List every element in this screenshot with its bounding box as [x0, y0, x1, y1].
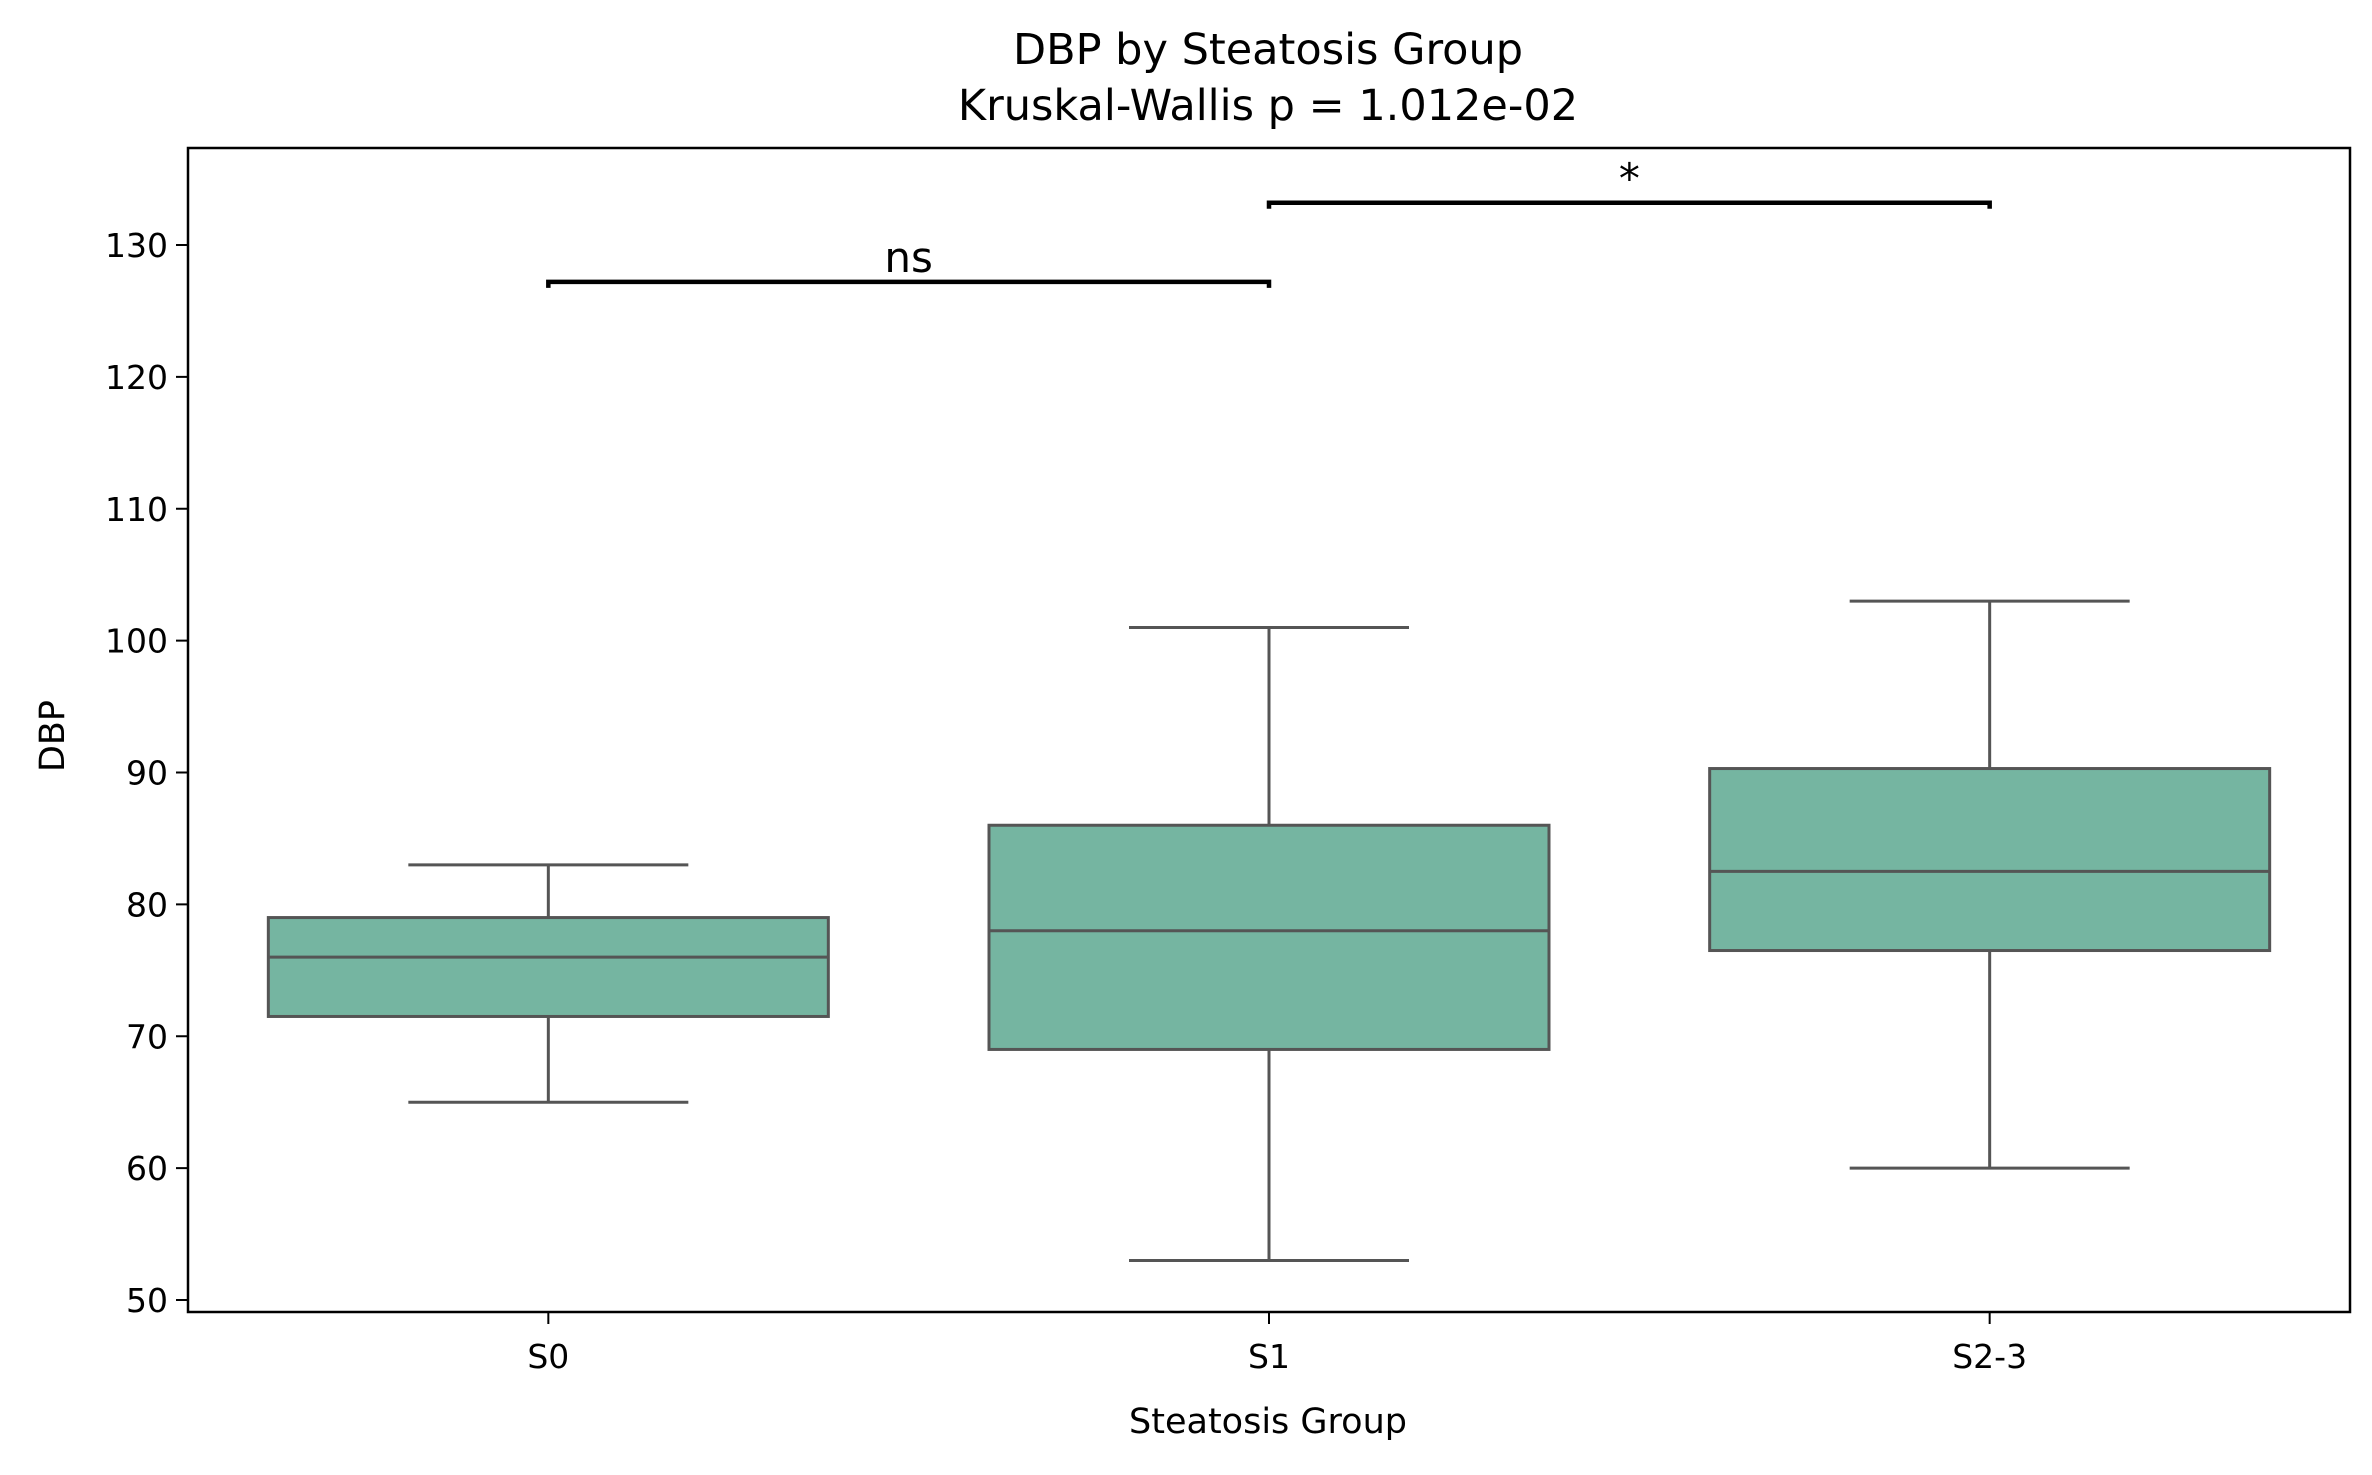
box-s0	[266, 916, 830, 1018]
y-tick-label-130: 130	[105, 226, 168, 265]
significance-bracket-1	[546, 279, 1272, 288]
box-s1	[987, 823, 1551, 1051]
y-tick-label-50: 50	[126, 1281, 168, 1320]
x-tick-label-s2-3: S2-3	[1952, 1337, 2027, 1376]
significance-bracket-2	[1266, 200, 1992, 209]
y-tick-label-90: 90	[126, 754, 168, 793]
chart-subtitle: Kruskal-Wallis p = 1.012e-02	[958, 81, 1578, 131]
chart-title: DBP by Steatosis Group	[1013, 25, 1523, 75]
plot-area: ns * 50 60 70 80 90 100 110 120 130 S0 S1 S2-3	[105, 146, 2352, 1376]
plot-frame	[186, 146, 2352, 1314]
box-s2-3	[1708, 767, 2272, 953]
x-tick-label-s1: S1	[1248, 1337, 1290, 1376]
significance-label-2: *	[1619, 154, 1640, 203]
significance-label-1: ns	[884, 233, 933, 282]
y-axis-label: DBP	[33, 700, 73, 772]
y-tick-label-70: 70	[126, 1017, 168, 1056]
y-tick-label-60: 60	[126, 1149, 168, 1188]
y-tick-label-120: 120	[105, 358, 168, 397]
x-axis-label: Steatosis Group	[1129, 1402, 1407, 1442]
x-tick-label-s0: S0	[527, 1337, 569, 1376]
y-tick-label-110: 110	[105, 490, 168, 529]
y-tick-label-100: 100	[105, 622, 168, 661]
y-tick-label-80: 80	[126, 885, 168, 924]
